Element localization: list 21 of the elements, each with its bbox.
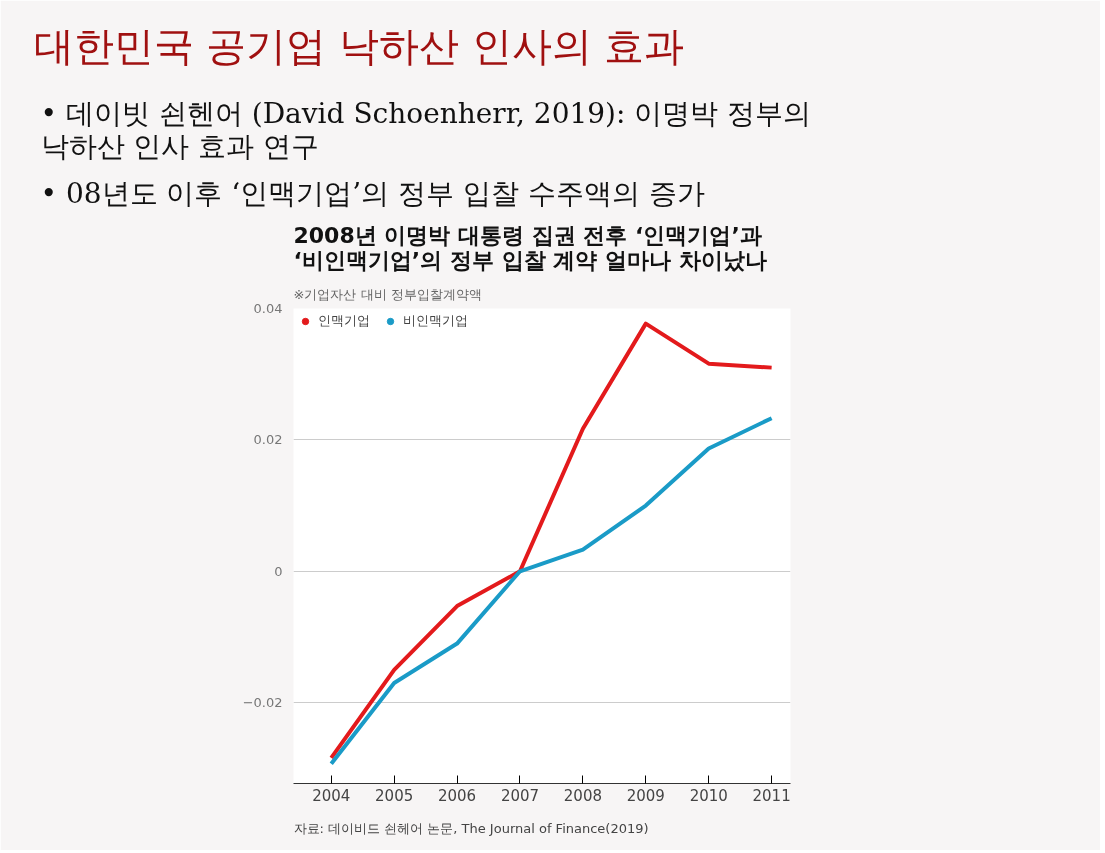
legend-label: 비인맥기업 xyxy=(403,312,468,330)
y-tick-label: 0.04 xyxy=(253,301,283,316)
legend-label: 인맥기업 xyxy=(318,312,370,330)
x-tick-label: 2008 xyxy=(563,786,602,805)
text: • 데이빗 쇤헨어 (David Schoenherr, 2019): 이명박 정부의 낙하산 인사 효과 연구 xyxy=(40,96,812,163)
x-tick-label: 2011 xyxy=(752,786,791,805)
x-tick-label: 2006 xyxy=(437,786,477,805)
line-series xyxy=(329,416,774,766)
x-tick-label: 2005 xyxy=(375,786,414,805)
text: ※기업자산 대비 정부입찰계약액 xyxy=(293,286,482,302)
text: • 08년도 이후 ‘인맥기업’의 정부 입찰 수주액의 증가 xyxy=(40,176,705,210)
text: 자료: 데이비드 쇤헤어 논문, The Journal of Finance(2019) xyxy=(293,820,649,836)
text: 2008년 이명박 대통령 집권 전후 ‘인맥기업’과 ‘비인맥기업’의 정부 입찰 계약 얼마나 차이났나 xyxy=(293,222,767,273)
x-tick-label: 2004 xyxy=(312,786,351,805)
y-tick-label: 0 xyxy=(274,563,283,579)
chart-title: 대한민국 공기업 낙하산 인사의 효과 xyxy=(33,22,685,69)
x-tick-label: 2007 xyxy=(500,786,540,805)
y-tick-label: 0.02 xyxy=(253,432,283,448)
x-tick-label: 2009 xyxy=(626,786,665,805)
y-tick-label: −0.02 xyxy=(242,695,283,711)
x-tick-label: 2010 xyxy=(689,786,728,805)
